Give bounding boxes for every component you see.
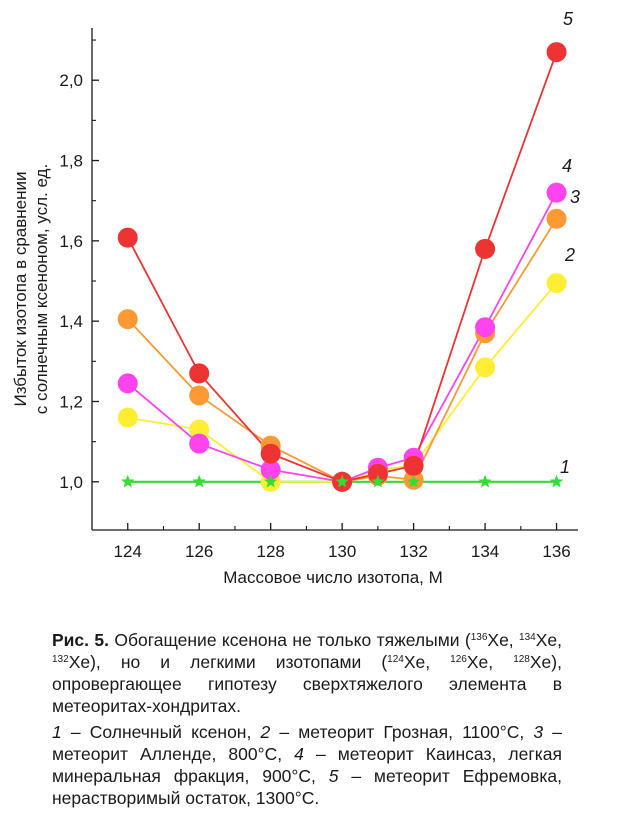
x-tick-label: 136 — [542, 542, 570, 561]
caption-main: Рис. 5. Обогащение ксенона не только тяж… — [52, 629, 562, 717]
series-3-point — [189, 385, 210, 406]
series-2-point — [189, 419, 210, 440]
x-tick-label: 124 — [114, 542, 142, 561]
caption-main-text: Xe, — [466, 652, 514, 672]
series-4-point — [475, 317, 496, 338]
series-1-label: 1 — [560, 457, 570, 477]
x-tick-label: 126 — [185, 542, 213, 561]
caption-main-text: Обогащение ксенона не только тяжелыми (1… — [52, 630, 562, 716]
series-4-point — [189, 433, 210, 454]
series-3-line — [127, 218, 558, 483]
x-axis-title: Массовое число изотопа, M — [223, 568, 443, 587]
caption-main-superscript: 136 — [470, 632, 488, 643]
y-axis-title-line-1: Избыток изотопа в сравнении — [11, 171, 30, 406]
series-3-point — [117, 309, 138, 330]
caption-main-text: Xe, — [487, 630, 520, 650]
series-3-point — [546, 208, 567, 229]
figure-caption: Рис. 5. Обогащение ксенона не только тяж… — [52, 629, 562, 809]
x-tick-label: 134 — [471, 542, 499, 561]
caption-main-text: Обогащение ксенона не только тяжелыми ( — [108, 630, 471, 650]
caption-main-text: Xe, — [403, 652, 451, 672]
series-1-star-point — [478, 474, 492, 488]
y-tick-label: 1,0 — [59, 473, 83, 492]
x-tick-label: 128 — [256, 542, 284, 561]
caption-main-text: Xe), опровергающее гипотезу сверхтяжелог… — [52, 652, 562, 716]
series-5-line — [126, 51, 558, 483]
figure-number: Рис. 5. — [52, 630, 109, 650]
series-1-star-point — [335, 474, 349, 488]
caption-legend-series-number: 1 — [52, 722, 62, 742]
y-axis-title-line-2: с солнечным ксеноном, усл. ед. — [32, 164, 51, 414]
caption-legend: 1 – Солнечный ксенон, 2 – метеорит Грозн… — [52, 721, 562, 809]
series-4-label: 4 — [562, 156, 572, 176]
series-5-point — [546, 42, 567, 63]
y-tick-label: 1,4 — [59, 312, 83, 331]
series-5-point — [403, 455, 424, 476]
series-1-star-point — [192, 474, 206, 488]
caption-legend-series-number: 3 — [533, 722, 544, 742]
caption-legend-series-number: 4 — [294, 744, 304, 764]
caption-main-superscript: 128 — [513, 654, 530, 665]
series-1-star-point — [549, 474, 564, 488]
series-2-line — [127, 282, 558, 483]
series-4-line — [127, 192, 558, 483]
series-5-point — [189, 363, 210, 384]
series-1-star-point — [406, 474, 421, 488]
series-5-label: 5 — [563, 9, 574, 29]
series-5-point — [117, 227, 138, 248]
caption-legend-series-number: 2 — [260, 722, 271, 742]
caption-main-superscript: 126 — [450, 654, 467, 665]
caption-legend-text: – Солнечный ксенон, — [61, 722, 261, 742]
series-2-label: 2 — [564, 245, 575, 265]
caption-legend-series-number: 5 — [328, 766, 339, 786]
series-1-star-point — [121, 474, 135, 488]
series-4-point — [260, 459, 281, 480]
y-tick-label: 2,0 — [59, 71, 83, 90]
series-5-point — [475, 238, 496, 259]
caption-legend-text: – метеорит Ефремовка, нерастворимый оста… — [52, 766, 562, 808]
series-5-point — [260, 443, 281, 464]
series-2-point — [117, 407, 138, 428]
y-tick-label: 1,8 — [59, 152, 83, 171]
y-tick-label: 1,2 — [59, 392, 83, 411]
series-2-point — [546, 273, 567, 294]
series-4-point — [117, 373, 138, 394]
series-4-point — [546, 182, 567, 203]
caption-main-superscript: 124 — [387, 654, 404, 665]
series-5-point — [367, 463, 388, 484]
x-tick-label: 132 — [399, 542, 427, 561]
caption-legend-text: – метеорит Алленде, 800°С, — [52, 722, 562, 764]
y-tick-label: 1,6 — [59, 232, 83, 251]
series-1-star-point — [264, 474, 278, 488]
series-1-star-point — [371, 474, 385, 488]
caption-main-superscript: 132 — [52, 654, 69, 665]
caption-main-text: Xe, — [535, 630, 562, 650]
caption-main-superscript: 134 — [519, 632, 536, 643]
caption-legend-text: – метеорит Каинсаз, легкая минеральная ф… — [52, 744, 562, 786]
series-2-point — [475, 357, 496, 378]
caption-legend-text: – метеорит Грозная, 1100°С, — [270, 722, 534, 742]
series-3-label: 3 — [570, 187, 580, 207]
x-tick-label: 130 — [328, 542, 356, 561]
caption-main-text: Xe), но и легкими изотопами ( — [68, 652, 388, 672]
